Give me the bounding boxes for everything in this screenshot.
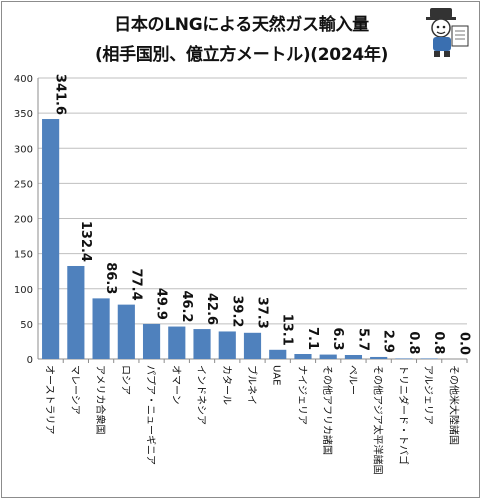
bar	[117, 304, 135, 359]
chart-subtitle: (相手国別、億立方メートル)(2024年)	[94, 45, 389, 65]
y-tick-label: 250	[14, 179, 33, 190]
y-tick-label: 200	[14, 215, 33, 226]
bar-value-label: 7.1	[305, 327, 320, 350]
x-category-label: その他アフリカ諸国	[321, 365, 334, 455]
bar	[92, 298, 110, 359]
bar	[142, 323, 161, 359]
x-category-label: インドネシア	[195, 365, 207, 425]
bar-value-label: 0.8	[431, 331, 446, 354]
y-tick-label: 350	[14, 109, 33, 120]
bar	[294, 354, 312, 359]
x-category-label: アルジェリア	[422, 365, 433, 425]
bar-value-label: 46.2	[179, 290, 194, 322]
bar	[218, 331, 236, 359]
bar	[344, 354, 363, 359]
y-tick-label: 50	[20, 320, 33, 331]
bar	[269, 349, 287, 359]
mascot-logo-icon	[426, 8, 469, 57]
chart-title: 日本のLNGによる天然ガス輸入量	[114, 15, 369, 35]
bar-value-label: 39.2	[229, 295, 244, 327]
bar	[193, 329, 211, 359]
x-category-label: ブルネイ	[246, 365, 259, 405]
x-category-label: ペルー	[346, 365, 357, 395]
bar	[420, 358, 438, 359]
bar-value-label: 6.3	[330, 328, 345, 351]
bar	[42, 119, 60, 359]
bar	[319, 354, 337, 359]
x-category-label: その他米大陸諸国	[447, 365, 460, 445]
y-tick-label: 400	[14, 74, 33, 85]
bar-value-label: 86.3	[103, 262, 118, 294]
bar-value-label: 49.9	[154, 288, 169, 320]
bar	[243, 332, 262, 359]
y-tick-label: 100	[14, 285, 33, 296]
x-category-label: その他アジア太平洋諸国	[372, 365, 385, 475]
bar	[370, 356, 388, 359]
bar	[395, 358, 413, 359]
bar-value-label: 42.6	[204, 293, 219, 325]
x-category-label: マレーシア	[69, 365, 80, 415]
bar-value-label: 13.1	[280, 314, 295, 346]
x-category-label: ロシア	[119, 365, 130, 395]
x-category-label: パプア・ニューギニア	[145, 365, 157, 465]
y-tick-label: 150	[14, 250, 33, 261]
bar-value-label: 0.8	[406, 331, 421, 354]
x-category-label: カタール	[220, 365, 232, 405]
bar-value-label: 5.7	[355, 328, 370, 351]
x-category-label: アメリカ合衆国	[94, 365, 107, 435]
bar-value-label: 77.4	[128, 269, 143, 301]
bar	[168, 326, 186, 359]
y-tick-label: 0	[27, 355, 33, 366]
y-tick-label: 300	[14, 144, 33, 155]
x-category-label: トリニダード・トバゴ	[397, 365, 410, 465]
x-category-label: オマーン	[170, 365, 182, 405]
bar-value-label: 37.3	[255, 297, 270, 329]
x-category-label: UAE	[271, 365, 282, 385]
bar	[67, 265, 85, 359]
bar-value-label: 341.6	[53, 74, 68, 115]
x-category-label: オーストラリア	[44, 365, 56, 435]
x-category-label: ナイジェリア	[296, 365, 308, 425]
bar-value-label: 132.4	[78, 221, 93, 262]
bar-value-label: 2.9	[381, 330, 396, 353]
bar-value-label: 0.0	[456, 332, 471, 355]
